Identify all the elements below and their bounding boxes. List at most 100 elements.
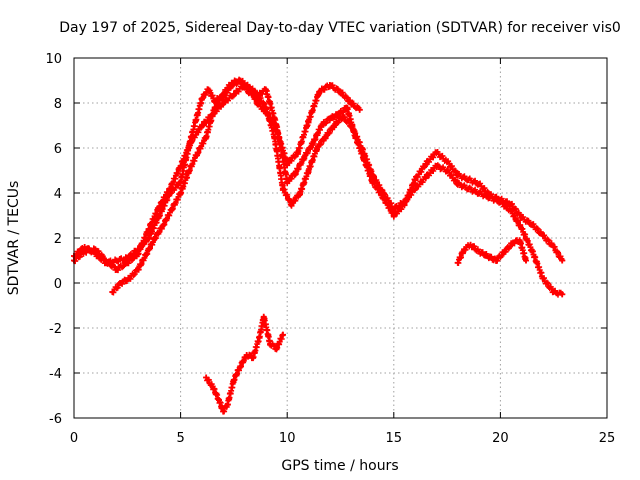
data-point	[203, 133, 210, 140]
data-point	[102, 257, 109, 264]
y-axis-label: SDTVAR / TECUs	[6, 181, 22, 296]
data-point	[279, 331, 286, 338]
data-point	[81, 248, 88, 255]
data-point	[152, 235, 159, 241]
data-point	[260, 313, 267, 320]
data-point	[230, 376, 237, 383]
data-point	[508, 208, 515, 214]
data-point	[143, 250, 150, 257]
data-point	[273, 345, 280, 352]
y-tick-label: 10	[45, 52, 62, 67]
data-point	[314, 145, 321, 151]
data-point	[559, 291, 566, 298]
y-tick-label: 0	[54, 277, 62, 292]
data-point	[160, 221, 167, 228]
x-tick-label: 0	[70, 431, 78, 446]
data-point	[412, 185, 419, 192]
data-point	[186, 167, 193, 174]
series-track-b	[71, 82, 566, 298]
data-point	[117, 280, 124, 286]
data-point	[224, 401, 231, 408]
data-point	[243, 352, 250, 358]
data-point	[476, 248, 483, 255]
data-point	[177, 163, 184, 169]
data-point	[209, 383, 216, 390]
data-point	[348, 122, 355, 129]
data-point	[401, 199, 408, 205]
series-markers	[454, 237, 529, 266]
data-point	[92, 246, 99, 253]
data-point	[166, 185, 173, 192]
data-point	[211, 104, 218, 111]
data-point	[529, 221, 536, 228]
data-point	[454, 172, 461, 178]
data-point	[230, 91, 237, 97]
data-point	[412, 176, 419, 183]
data-point	[348, 100, 355, 106]
data-point	[134, 250, 141, 257]
data-point	[134, 266, 141, 273]
data-point	[465, 185, 472, 192]
data-point	[237, 77, 244, 84]
series-markers	[71, 82, 566, 298]
data-point	[326, 115, 333, 122]
data-point	[335, 111, 342, 118]
data-point	[369, 172, 376, 178]
data-point	[444, 158, 451, 165]
x-tick-label: 5	[176, 431, 184, 446]
data-point	[518, 214, 525, 221]
data-point	[301, 154, 308, 160]
chart-title: Day 197 of 2025, Sidereal Day-to-day VTE…	[59, 20, 621, 36]
data-point	[220, 408, 227, 415]
data-point	[194, 149, 201, 156]
data-point	[267, 340, 274, 347]
data-point	[220, 100, 227, 106]
series-track-e	[203, 313, 286, 415]
data-point	[109, 289, 116, 295]
data-point	[294, 149, 301, 156]
data-point	[476, 181, 483, 187]
data-point	[205, 86, 212, 93]
data-point	[188, 138, 195, 145]
data-point	[356, 106, 363, 113]
data-point	[177, 190, 184, 196]
data-point	[156, 203, 163, 210]
x-tick-label: 25	[599, 431, 616, 446]
data-point	[203, 374, 210, 381]
data-point	[337, 88, 344, 95]
data-point	[284, 178, 291, 185]
data-point	[288, 201, 295, 208]
data-point	[501, 248, 508, 255]
data-point	[215, 397, 222, 403]
data-point	[522, 257, 529, 264]
y-tick-label: 4	[54, 187, 62, 202]
data-point	[113, 257, 120, 264]
series-track-c	[109, 77, 363, 296]
data-point	[486, 194, 493, 201]
data-point	[126, 275, 133, 282]
y-tick-label: 2	[54, 232, 62, 247]
data-point	[358, 145, 365, 151]
data-point	[228, 79, 235, 86]
data-point	[484, 253, 491, 259]
data-point	[559, 257, 566, 264]
y-tick-label: 8	[54, 97, 62, 112]
series-track-d	[454, 237, 529, 266]
data-point	[198, 122, 205, 129]
data-point	[540, 275, 547, 282]
data-point	[550, 289, 557, 295]
data-point	[422, 174, 429, 181]
data-point	[380, 190, 387, 196]
series-markers	[203, 314, 286, 415]
data-point	[245, 84, 252, 91]
data-point	[279, 185, 286, 192]
data-point	[250, 354, 257, 361]
data-point	[262, 86, 269, 93]
axis-ticks: 0 5 10 15 20 25 -6 -4 -2 0 2 4 6 8 10	[45, 52, 615, 446]
data-point	[433, 163, 440, 169]
data-point	[516, 237, 523, 244]
data-point	[273, 127, 280, 133]
data-point	[316, 88, 323, 95]
